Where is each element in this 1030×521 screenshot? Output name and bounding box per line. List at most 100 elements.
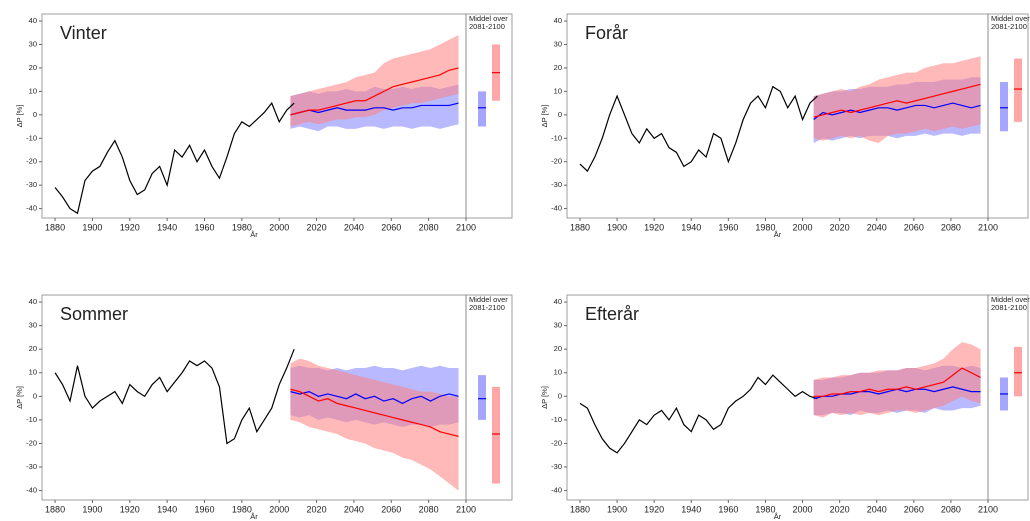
y-tick-label: -40 <box>551 204 562 213</box>
y-tick-label: -10 <box>26 133 37 142</box>
x-tick-label: 2100 <box>456 504 476 514</box>
series-line <box>290 67 459 116</box>
x-tick-label: 2000 <box>269 222 289 232</box>
y-tick-label: -20 <box>26 157 37 166</box>
y-tick-label: 40 <box>29 16 37 25</box>
series-line <box>54 348 295 445</box>
x-axis-label: År <box>250 512 258 521</box>
y-tick-label: -10 <box>26 415 37 424</box>
y-axis-label: ΔP [%] <box>540 105 549 128</box>
x-tick-label: 2020 <box>830 504 850 514</box>
y-tick-label: 30 <box>554 321 562 330</box>
summary-range <box>1000 82 1008 132</box>
panel: 1880 1900 1920 1940 1960 1980 2000 2020 2040 2060… <box>15 13 513 239</box>
y-tick-label: 20 <box>29 344 37 353</box>
y-tick-label: 40 <box>554 297 562 306</box>
y-tick-label: -30 <box>551 462 562 471</box>
y-tick-label: 0 <box>33 110 37 119</box>
summary-range <box>492 386 500 484</box>
x-tick-label: 2000 <box>793 222 813 232</box>
panel: 1880 1900 1920 1940 1960 1980 2000 2020 2040 2060… <box>540 294 1030 521</box>
x-tick-label: 2020 <box>307 222 327 232</box>
range-band <box>290 35 459 127</box>
y-tick-label: 10 <box>554 86 562 95</box>
x-tick-label: 1960 <box>718 504 738 514</box>
summary-frame <box>987 294 1029 501</box>
x-tick-label: 1920 <box>644 222 664 232</box>
y-tick-label: -40 <box>26 204 37 213</box>
series-line <box>290 390 459 405</box>
x-tick-label: 2080 <box>419 222 439 232</box>
y-tick-label: 10 <box>554 368 562 377</box>
summary-label: 2081-2100 <box>991 22 1027 31</box>
y-tick-label: -20 <box>26 438 37 447</box>
x-axis-label: År <box>774 512 782 521</box>
y-tick-label: 0 <box>558 391 562 400</box>
y-tick-label: 10 <box>29 368 37 377</box>
y-tick-label: 20 <box>554 344 562 353</box>
x-tick-label: 2060 <box>381 504 401 514</box>
y-tick-label: -20 <box>551 157 562 166</box>
x-tick-label: 1920 <box>120 504 140 514</box>
panel: 1880 1900 1920 1940 1960 1980 2000 2020 2040 2060… <box>15 294 513 521</box>
y-tick-label: -20 <box>551 438 562 447</box>
y-tick-label: -40 <box>26 486 37 495</box>
series-line <box>290 102 459 116</box>
summary-label: 2081-2100 <box>469 22 505 31</box>
summary-label: 2081-2100 <box>991 303 1027 312</box>
x-tick-label: 2080 <box>941 504 961 514</box>
y-tick-label: 0 <box>558 110 562 119</box>
summary-label: Middel over <box>469 295 508 304</box>
range-band <box>813 342 981 418</box>
x-tick-label: 1900 <box>82 222 102 232</box>
series-line <box>813 83 981 118</box>
panel-title: Efterår <box>585 304 639 324</box>
y-tick-label: 20 <box>29 63 37 72</box>
x-tick-label: 1960 <box>718 222 738 232</box>
x-tick-label: 1960 <box>194 222 214 232</box>
y-axis-label: ΔP [%] <box>540 386 549 409</box>
summary-range <box>1014 58 1022 122</box>
x-tick-label: 1940 <box>681 504 701 514</box>
x-tick-label: 2040 <box>867 222 887 232</box>
summary-frame <box>987 13 1029 219</box>
x-tick-label: 1940 <box>157 504 177 514</box>
x-tick-label: 1920 <box>120 222 140 232</box>
x-tick-label: 1960 <box>194 504 214 514</box>
x-tick-label: 2080 <box>941 222 961 232</box>
x-tick-label: 1980 <box>755 504 775 514</box>
y-axis-label: ΔP [%] <box>15 105 24 128</box>
summary-label: Middel over <box>469 14 508 23</box>
series-line <box>54 101 295 215</box>
x-tick-label: 1940 <box>681 222 701 232</box>
x-tick-label: 1900 <box>607 504 627 514</box>
summary-frame <box>465 294 513 501</box>
range-band <box>290 358 459 491</box>
x-axis-label: År <box>774 230 782 239</box>
summary-label: Middel over <box>991 14 1030 23</box>
series-line <box>813 102 981 120</box>
y-tick-label: 30 <box>554 39 562 48</box>
series-line <box>290 388 459 437</box>
y-tick-label: 30 <box>29 39 37 48</box>
panel-title: Vinter <box>60 23 107 43</box>
y-tick-label: -30 <box>26 180 37 189</box>
summary-label: Middel over <box>991 295 1030 304</box>
panel: 1880 1900 1920 1940 1960 1980 2000 2020 2040 2060… <box>540 13 1030 239</box>
y-tick-label: 30 <box>29 321 37 330</box>
summary-range <box>478 375 486 420</box>
x-tick-label: 2060 <box>904 222 924 232</box>
series-line <box>579 374 818 454</box>
summary-label: 2081-2100 <box>469 303 505 312</box>
summary-range <box>1014 346 1022 397</box>
y-tick-label: 20 <box>554 63 562 72</box>
summary-range <box>478 91 486 127</box>
x-tick-label: 2060 <box>904 504 924 514</box>
x-tick-label: 1900 <box>607 222 627 232</box>
x-tick-label: 1980 <box>755 222 775 232</box>
range-band <box>813 56 981 143</box>
series-line <box>813 367 981 397</box>
x-tick-label: 2000 <box>269 504 289 514</box>
y-tick-label: 10 <box>29 86 37 95</box>
